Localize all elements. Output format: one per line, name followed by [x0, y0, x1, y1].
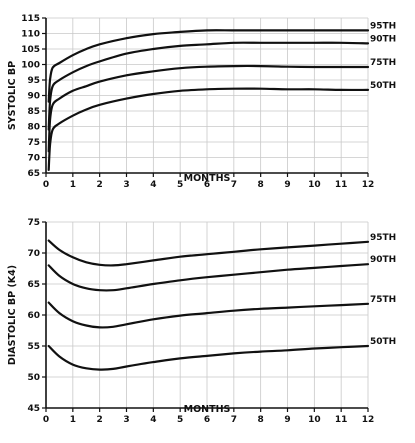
x-tick-label: 3	[123, 415, 129, 425]
series-line-50th	[47, 344, 370, 371]
x-axis-label: MONTHS	[184, 173, 231, 184]
y-tick-label: 85	[27, 107, 40, 117]
x-tick-label: 12	[362, 415, 375, 425]
y-axis-label: DIASTOLIC BP (K4)	[7, 265, 18, 365]
x-tick-label: 2	[97, 180, 103, 190]
x-tick-label: 9	[284, 180, 290, 190]
series-label-95th: 95TH	[370, 233, 396, 243]
series-line-95th	[47, 29, 370, 103]
series-label-75th: 75TH	[370, 58, 396, 68]
series-label-50th: 50TH	[370, 81, 396, 91]
x-tick-label: 7	[231, 180, 237, 190]
x-tick-label: 0	[43, 415, 49, 425]
y-tick-label: 50	[27, 373, 40, 383]
x-tick-label: 6	[204, 415, 210, 425]
series-label-95th: 95TH	[370, 21, 396, 31]
y-tick-label: 60	[27, 311, 40, 321]
y-tick-label: 75	[27, 138, 40, 148]
y-tick-label: 100	[21, 61, 40, 71]
series-line-75th	[47, 301, 370, 329]
y-tick-label: 55	[27, 342, 40, 352]
y-tick-label: 70	[27, 249, 40, 259]
series-label-90th: 90TH	[370, 255, 396, 265]
x-tick-label: 12	[362, 180, 375, 190]
y-tick-label: 75	[27, 218, 40, 228]
y-tick-label: 90	[27, 92, 40, 102]
y-tick-label: 70	[27, 154, 40, 164]
x-tick-label: 0	[43, 180, 49, 190]
y-tick-label: 65	[27, 280, 40, 290]
x-tick-label: 7	[231, 415, 237, 425]
x-tick-label: 3	[123, 180, 129, 190]
x-axis-label: MONTHS	[184, 404, 231, 415]
x-tick-label: 5	[177, 180, 183, 190]
series-label-50th: 50TH	[370, 337, 396, 347]
x-tick-label: 2	[97, 415, 103, 425]
x-tick-label: 11	[335, 180, 348, 190]
x-tick-label: 6	[204, 180, 210, 190]
x-tick-label: 8	[258, 415, 264, 425]
y-tick-label: 95	[27, 76, 40, 86]
series-line-50th	[47, 87, 370, 171]
y-axis-label: SYSTOLIC BP	[7, 61, 18, 130]
x-tick-label: 5	[177, 415, 183, 425]
x-tick-label: 10	[308, 415, 321, 425]
x-tick-label: 1	[70, 180, 76, 190]
y-tick-label: 115	[21, 14, 40, 24]
series-line-90th	[47, 263, 370, 292]
x-tick-label: 9	[284, 415, 290, 425]
x-tick-label: 4	[150, 415, 156, 425]
x-tick-label: 1	[70, 415, 76, 425]
x-tick-label: 8	[258, 180, 264, 190]
y-tick-label: 110	[21, 30, 40, 40]
y-tick-label: 45	[27, 404, 40, 414]
series-label-75th: 75TH	[370, 295, 396, 305]
series-label-90th: 90TH	[370, 34, 396, 44]
y-tick-label: 105	[21, 45, 40, 55]
series-line-75th	[47, 64, 370, 153]
series-line-95th	[47, 239, 370, 267]
y-tick-label: 65	[27, 169, 40, 179]
x-tick-label: 4	[150, 180, 156, 190]
x-tick-label: 11	[335, 415, 348, 425]
series-line-90th	[47, 41, 370, 131]
y-tick-label: 80	[27, 123, 40, 133]
x-tick-label: 10	[308, 180, 321, 190]
